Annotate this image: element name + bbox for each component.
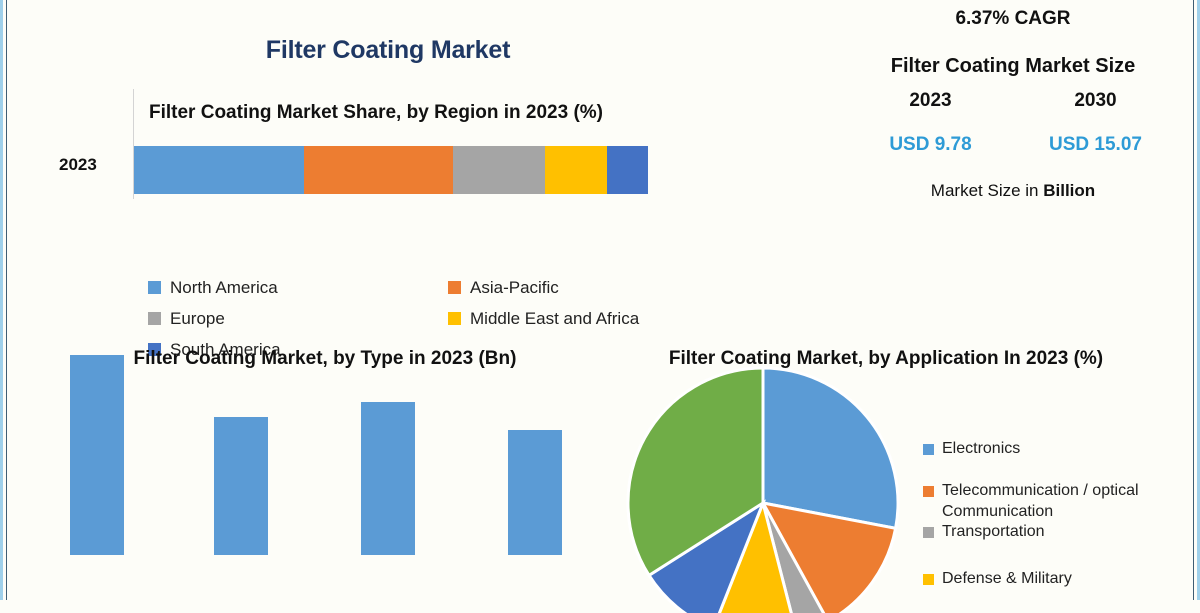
type-bar-chart: Filter Coating Market, by Type in 2023 (…	[23, 346, 623, 555]
region-share-chart: Filter Coating Market Share, by Region i…	[43, 88, 703, 359]
pie-slice	[760, 500, 898, 613]
region-segment	[606, 145, 648, 194]
unit-note-unit: Billion	[1043, 181, 1096, 200]
legend-swatch-icon	[148, 343, 161, 356]
pie-slice	[761, 502, 826, 613]
region-legend-item: Middle East and Africa	[448, 303, 748, 334]
type-bar	[361, 401, 415, 555]
region-segment	[134, 145, 304, 194]
region-legend-label: Asia-Pacific	[470, 277, 559, 297]
year-end-label: 2030	[1074, 90, 1117, 111]
region-segment	[545, 145, 607, 194]
pie-slice	[626, 366, 765, 578]
pie-slice	[717, 498, 793, 613]
legend-swatch-icon	[923, 486, 934, 498]
pie-svg	[626, 366, 900, 613]
legend-swatch-icon	[923, 527, 934, 539]
region-legend-item: Europe	[148, 303, 448, 334]
region-stacked-bar-plot: 2023	[43, 88, 703, 203]
market-size-title: Filter Coating Market Size	[890, 55, 1136, 77]
region-legend-item: North America	[148, 272, 448, 303]
legend-swatch-icon	[923, 573, 934, 585]
legend-swatch-icon	[148, 281, 161, 294]
application-legend-label: Telecommunication / optical Communicatio…	[942, 482, 1139, 520]
application-legend-label: Electronics	[942, 439, 1021, 457]
region-legend-label: Europe	[170, 308, 225, 328]
value-end: USD 15.07	[1049, 134, 1142, 155]
application-legend-label: Transportation	[942, 523, 1045, 541]
value-start: USD 9.78	[889, 134, 972, 155]
legend-swatch-icon	[448, 312, 461, 325]
application-legend-item: Transportation	[923, 522, 1193, 542]
pie-slice	[761, 366, 900, 531]
year-start-label: 2023	[909, 90, 952, 111]
type-bar	[214, 416, 268, 555]
type-chart-title: Filter Coating Market, by Type in 2023 (…	[133, 348, 517, 369]
type-bar	[70, 354, 124, 555]
region-chart-title: Filter Coating Market Share, by Region i…	[149, 102, 603, 123]
legend-swatch-icon	[923, 443, 934, 455]
region-category-label: 2023	[59, 154, 97, 174]
cagr-value: 6.37% CAGR	[955, 8, 1071, 29]
legend-swatch-icon	[148, 312, 161, 325]
market-size-unit-note: Market Size in Billion	[848, 181, 1178, 201]
legend-swatch-icon	[448, 281, 461, 294]
region-legend: North America Asia-Pacific Europe Middle Ea…	[148, 272, 748, 365]
application-legend-item: Electronics	[923, 439, 1193, 459]
application-legend: Electronics Telecommunication / optical C…	[923, 439, 1193, 589]
page-title: Filter Coating Market	[265, 36, 511, 64]
region-legend-label: Middle East and Africa	[470, 308, 640, 328]
application-pie-plot: Electronics Telecommunication / optical C…	[623, 366, 1183, 613]
market-size-years: 2023 2030	[848, 90, 1178, 112]
region-segment	[452, 145, 546, 194]
region-legend-item: Asia-Pacific	[448, 272, 748, 303]
application-legend-label: Defense & Military	[942, 569, 1072, 587]
application-chart-title: Filter Coating Market, by Application In…	[668, 348, 1104, 369]
region-segment	[303, 145, 453, 194]
application-legend-item: Telecommunication / optical Communicatio…	[923, 481, 1193, 522]
region-legend-label: North America	[170, 277, 278, 297]
region-legend-item: South America	[148, 334, 448, 365]
application-pie-chart: Filter Coating Market, by Application In…	[623, 346, 1183, 613]
unit-note-prefix: Market Size in	[930, 181, 1044, 200]
market-size-panel: 6.37% CAGR Filter Coating Market Size 20…	[848, 8, 1178, 201]
region-stacked-bar	[134, 145, 648, 194]
type-bar	[508, 429, 562, 555]
region-legend-label: South America	[170, 339, 281, 359]
market-size-values: USD 9.78 USD 15.07	[848, 134, 1178, 156]
region-axis-line	[133, 88, 134, 199]
type-bar-plot	[23, 315, 623, 555]
application-legend-item: Defense & Military	[923, 569, 1193, 589]
